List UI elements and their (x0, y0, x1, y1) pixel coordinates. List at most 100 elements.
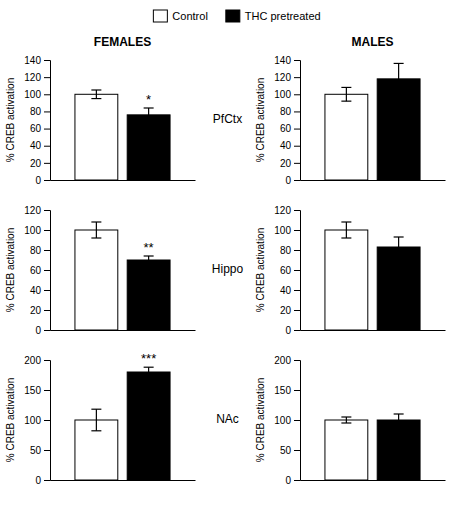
y-tick-label: 0 (285, 325, 291, 336)
y-tick: 80 (280, 106, 300, 117)
error-bar-cap (144, 263, 154, 264)
y-tick-mark (44, 480, 50, 481)
y-tick-mark (294, 146, 300, 147)
y-tick: 20 (280, 305, 300, 316)
y-tick-mark (294, 390, 300, 391)
y-tick: 200 (274, 355, 300, 366)
y-tick: 140 (274, 55, 300, 66)
chart-root: 020406080100120140% CREB activationFEMAL… (0, 0, 474, 508)
error-bar (144, 108, 154, 122)
y-tick-mark (294, 290, 300, 291)
error-bar-cap (91, 409, 101, 410)
y-tick-label: 150 (274, 385, 291, 396)
error-bar-cap (91, 430, 101, 431)
y-tick: 120 (274, 72, 300, 83)
y-tick-mark (44, 146, 50, 147)
y-tick: 40 (30, 285, 50, 296)
y-tick-mark (44, 129, 50, 130)
bar (325, 230, 368, 330)
y-tick-mark (294, 330, 300, 331)
y-tick-label: 0 (285, 475, 291, 486)
y-tick-mark (294, 111, 300, 112)
error-bar-line (346, 87, 347, 101)
error-bar (144, 256, 154, 264)
x-axis (301, 480, 446, 482)
y-tick-mark (294, 180, 300, 181)
plot-area (75, 367, 170, 480)
y-tick-label: 80 (30, 106, 42, 117)
y-tick: 20 (280, 158, 300, 169)
x-axis (51, 180, 196, 182)
y-tick-label: 100 (24, 225, 41, 236)
error-bar-cap (341, 221, 351, 222)
x-axis-line (301, 330, 446, 331)
y-axis: 050100150200 (24, 355, 50, 486)
y-tick-mark (294, 163, 300, 164)
y-tick-mark (294, 420, 300, 421)
y-tick-mark (44, 450, 50, 451)
y-tick: 120 (24, 72, 50, 83)
legend-label: THC pretreated (245, 10, 321, 22)
y-tick: 120 (274, 205, 300, 216)
y-axis-title: % CREB activation (5, 78, 16, 162)
plot-area (75, 90, 170, 180)
y-tick: 0 (35, 475, 50, 486)
y-tick-mark (44, 230, 50, 231)
y-tick-mark (294, 94, 300, 95)
y-tick-label: 0 (35, 175, 41, 186)
y-tick-label: 80 (280, 106, 292, 117)
y-tick-mark (44, 420, 50, 421)
bar (377, 247, 420, 330)
y-axis-line (294, 61, 301, 181)
panel: 020406080100120% CREB activation** (5, 205, 196, 336)
error-bar-cap (341, 101, 351, 102)
error-bar-line (148, 367, 149, 377)
y-tick: 100 (274, 89, 300, 100)
panel: 050100150200% CREB activation (255, 355, 446, 486)
y-axis-title: % CREB activation (5, 378, 16, 462)
legend-swatch (226, 10, 240, 22)
error-bar-line (148, 256, 149, 264)
bar (377, 79, 420, 180)
error-bar-line (346, 417, 347, 423)
bar (325, 94, 368, 180)
error-bar-cap (341, 87, 351, 88)
error-bar-cap (144, 367, 154, 368)
error-bar-cap (144, 376, 154, 377)
legend-item: THC pretreated (226, 10, 321, 22)
y-tick-label: 100 (274, 225, 291, 236)
y-tick-label: 20 (280, 158, 292, 169)
y-tick-label: 0 (35, 475, 41, 486)
y-tick-label: 100 (274, 89, 291, 100)
bar (127, 115, 170, 180)
y-tick-mark (294, 270, 300, 271)
y-axis-line (294, 211, 301, 331)
y-tick-label: 40 (280, 285, 292, 296)
y-tick: 150 (274, 385, 300, 396)
error-bar-line (148, 108, 149, 122)
y-tick: 100 (24, 89, 50, 100)
bar (75, 230, 118, 330)
error-bar (394, 63, 404, 94)
y-tick-mark (44, 360, 50, 361)
y-tick-mark (294, 60, 300, 61)
x-axis-line (301, 480, 446, 481)
plot-area (325, 414, 420, 480)
error-bar-cap (394, 425, 404, 426)
y-axis: 020406080100120140 (24, 55, 50, 186)
x-axis (301, 330, 446, 332)
y-axis: 020406080100120140 (274, 55, 300, 186)
y-axis-line (44, 61, 51, 181)
bar (377, 420, 420, 480)
y-tick-label: 40 (30, 140, 42, 151)
panel: 020406080100120140% CREB activationFEMAL… (5, 35, 196, 186)
y-tick: 0 (285, 325, 300, 336)
y-tick-label: 80 (30, 245, 42, 256)
error-bar-cap (341, 422, 351, 423)
y-axis-line (44, 211, 51, 331)
panel: 050100150200% CREB activation*** (5, 351, 196, 486)
error-bar-cap (394, 236, 404, 237)
error-bar-cap (144, 121, 154, 122)
plot-area (325, 63, 420, 180)
error-bar-cap (144, 107, 154, 108)
